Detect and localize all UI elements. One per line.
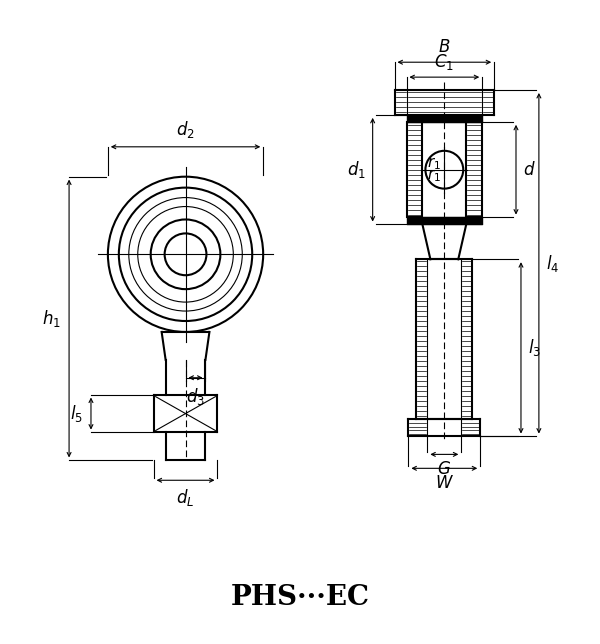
- Text: $h_1$: $h_1$: [42, 308, 61, 329]
- Text: $l_4$: $l_4$: [546, 253, 559, 274]
- Text: PHS···EC: PHS···EC: [230, 584, 370, 611]
- Text: $W$: $W$: [435, 474, 454, 492]
- Text: $G$: $G$: [437, 460, 451, 478]
- Text: $r_1$: $r_1$: [427, 167, 442, 184]
- Bar: [407, 122, 422, 218]
- Text: $d_2$: $d_2$: [176, 119, 195, 140]
- Text: $d_1$: $d_1$: [347, 159, 365, 180]
- Bar: [466, 122, 482, 218]
- Text: $d$: $d$: [523, 161, 536, 178]
- Text: $C_1$: $C_1$: [434, 52, 454, 72]
- Text: $r_1$: $r_1$: [427, 156, 442, 173]
- Text: $l_3$: $l_3$: [528, 337, 541, 358]
- Text: $d_3$: $d_3$: [186, 386, 205, 407]
- Text: $B$: $B$: [438, 38, 451, 56]
- Text: $l_5$: $l_5$: [70, 403, 83, 424]
- Text: $d_L$: $d_L$: [176, 488, 194, 508]
